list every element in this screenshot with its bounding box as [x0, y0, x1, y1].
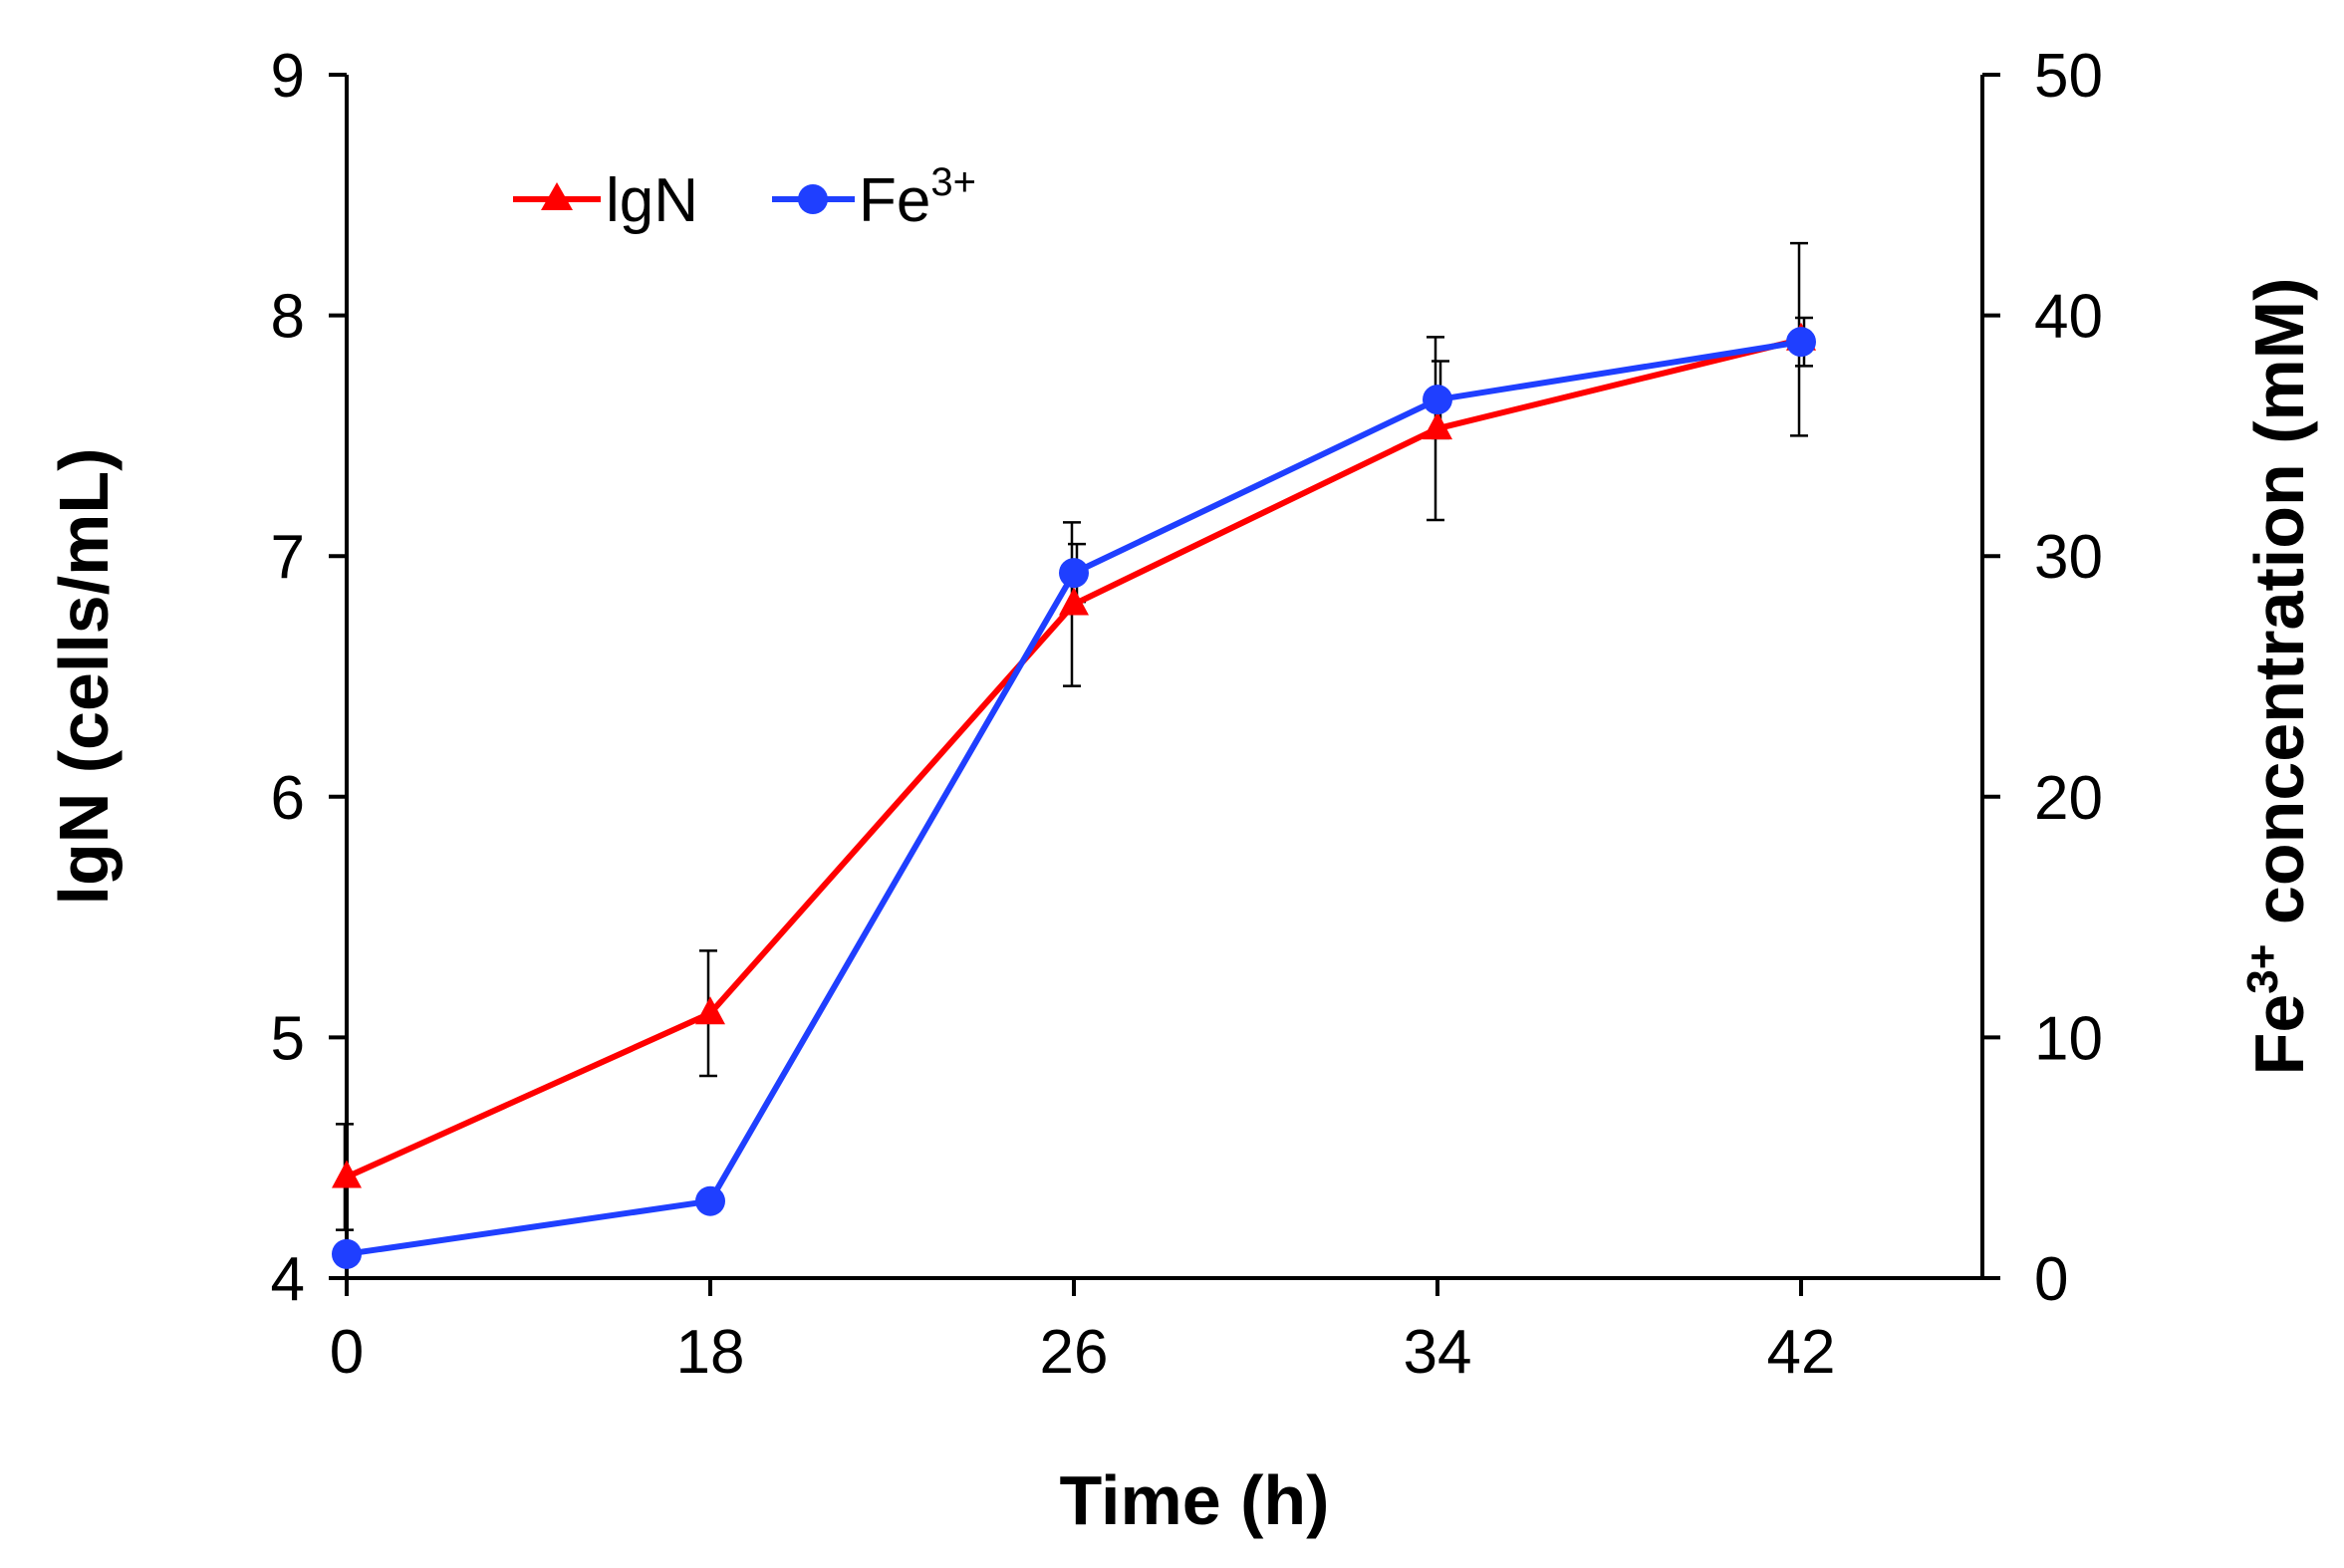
y-right-tick-label: 30: [2034, 523, 2103, 592]
right-axis-ticks: 0 10 20 30 40 50: [1982, 42, 2103, 1314]
x-tick-label: 26: [1040, 1318, 1109, 1387]
series-line-lgn: [347, 340, 1801, 1177]
left-axis-ticks: 4 5 6 7 8 9: [271, 42, 347, 1314]
x-tick-label: 42: [1767, 1318, 1836, 1387]
legend: lgN Fe3+: [513, 160, 976, 235]
line-chart: 4 5 6 7 8 9 0 10 20 30 40 50 0 18 26 34 42 Time (h) lg…: [0, 0, 2344, 1568]
legend-fe-marker: [798, 184, 828, 214]
data-point-fe: [1786, 327, 1816, 357]
y-left-tick-label: 4: [271, 1245, 305, 1314]
y-right-tick-label: 10: [2034, 1004, 2103, 1073]
y-left-axis-title: lgN (cells/mL): [45, 448, 123, 906]
y-right-title-sup: 3+: [2238, 944, 2287, 994]
y-left-tick-label: 9: [271, 42, 305, 111]
y-right-tick-label: 50: [2034, 42, 2103, 111]
legend-fe-main: Fe: [859, 166, 930, 235]
y-right-title-rest: concentration (mM): [2240, 278, 2318, 944]
y-left-tick-label: 5: [271, 1004, 305, 1073]
y-left-tick-label: 7: [271, 523, 305, 592]
y-right-tick-label: 20: [2034, 764, 2103, 833]
x-axis-ticks: 0 18 26 34 42: [330, 1278, 1836, 1387]
y-right-axis-title: Fe3+ concentration (mM): [2238, 278, 2318, 1076]
legend-fe-label: Fe3+: [859, 160, 976, 235]
x-axis-title: Time (h): [1060, 1461, 1330, 1539]
x-tick-label: 34: [1404, 1318, 1472, 1387]
legend-lgn-label: lgN: [606, 166, 698, 235]
x-tick-label: 18: [676, 1318, 745, 1387]
data-point-fe: [1059, 558, 1089, 588]
y-left-tick-label: 8: [271, 283, 305, 352]
y-right-title-main: Fe: [2240, 994, 2318, 1076]
y-right-tick-label: 0: [2034, 1245, 2068, 1314]
axes: [347, 75, 1982, 1278]
series-layer: [332, 323, 1816, 1269]
data-point-fe: [332, 1239, 362, 1269]
x-tick-label: 0: [330, 1318, 364, 1387]
y-right-tick-label: 40: [2034, 283, 2103, 352]
data-point-fe: [695, 1186, 725, 1216]
legend-fe-sup: 3+: [930, 160, 976, 204]
y-left-tick-label: 6: [271, 764, 305, 833]
data-point-fe: [1423, 385, 1452, 414]
series-line-fe: [347, 342, 1801, 1254]
